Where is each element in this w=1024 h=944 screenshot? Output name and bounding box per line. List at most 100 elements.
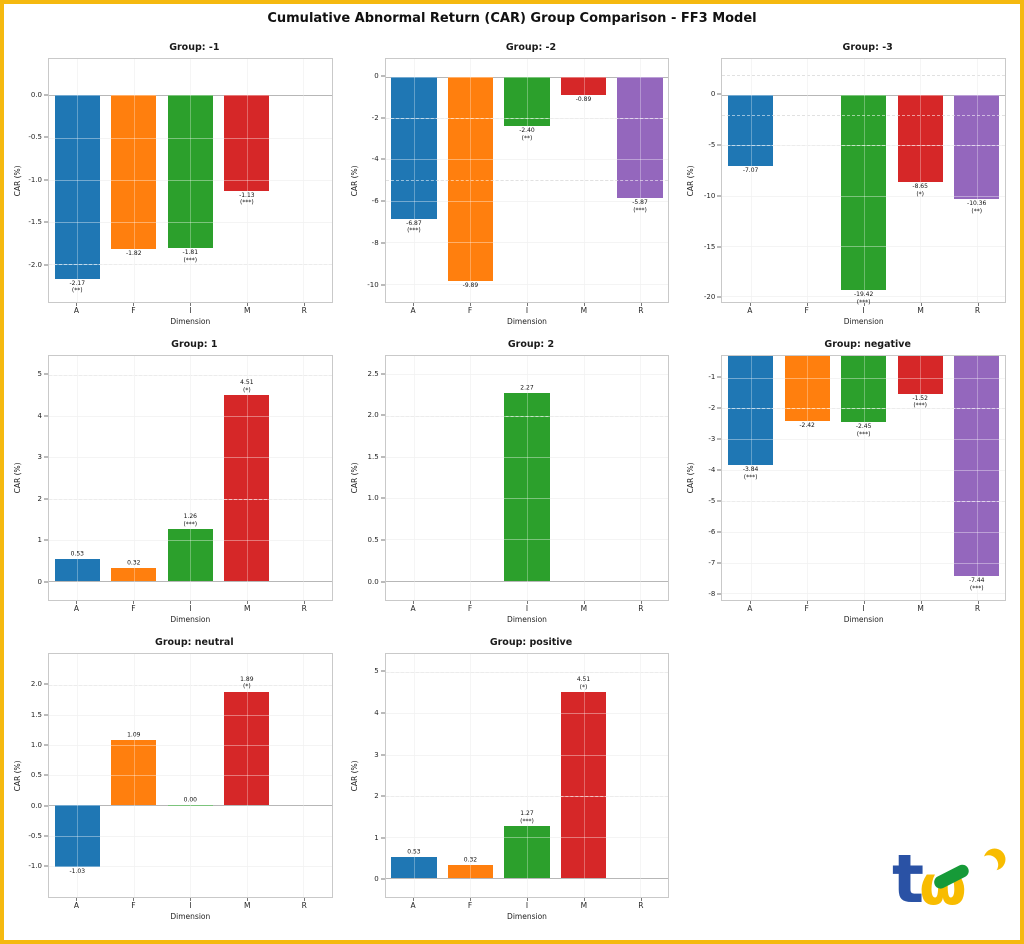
bar-I xyxy=(167,95,213,249)
y-tick-label: -1.0 xyxy=(28,862,42,871)
y-tick-label: 2.5 xyxy=(367,369,379,378)
bar-R xyxy=(617,76,663,199)
y-tick-mark xyxy=(44,456,48,458)
y-tick-mark xyxy=(44,865,48,867)
y-tick-mark xyxy=(44,805,48,807)
gridline-v xyxy=(640,653,642,897)
x-tick-label: F xyxy=(131,306,136,316)
y-tick-label: 2.0 xyxy=(30,680,42,689)
subplot-group-2: Group: 2 CAR (%) 2.5 2.0 1.5 1.0 0.5 0.0 2.27… xyxy=(349,331,678,626)
bar-value-label: -3.84 (***) xyxy=(742,466,759,481)
x-tick-mark xyxy=(863,303,865,307)
y-tick-mark xyxy=(44,835,48,837)
bar-M xyxy=(897,356,943,394)
gridline-h xyxy=(49,684,332,686)
plot-area: 0.53 0.32 1.27 (***) 4.51 (*) xyxy=(384,652,670,898)
y-tick-mark xyxy=(717,296,722,298)
bar-value-label: -2.40 (**) xyxy=(519,127,535,142)
y-tick-label: -1 xyxy=(708,372,716,381)
x-tick-mark xyxy=(749,303,751,307)
gridline-v xyxy=(303,653,305,897)
x-tick-label: A xyxy=(410,901,416,910)
y-tick-label: 0 xyxy=(710,90,716,99)
bar-M xyxy=(897,95,943,183)
y-axis-ticks: 2.5 2.0 1.5 1.0 0.5 0.0 xyxy=(360,355,385,600)
bar-value-label: -2.45 (***) xyxy=(855,423,872,438)
y-tick-label: 0 xyxy=(374,71,379,80)
gridline-v xyxy=(133,356,135,600)
figure-title: Cumulative Abnormal Return (CAR) Group C… xyxy=(267,11,757,26)
gridline-v xyxy=(303,356,305,600)
y-tick-mark xyxy=(717,376,722,378)
gridline-h xyxy=(49,457,332,459)
y-tick-label: 0.0 xyxy=(30,801,42,810)
subplot-title: Group: -1 xyxy=(169,42,220,53)
reference-line xyxy=(722,75,1005,77)
gridline-h xyxy=(49,775,332,777)
x-axis-label: Dimension xyxy=(507,912,547,921)
y-tick-label: -5 xyxy=(708,141,716,150)
x-tick-label: R xyxy=(638,603,644,613)
x-tick-mark xyxy=(247,898,249,901)
bar-R xyxy=(954,95,1000,200)
x-tick-label: F xyxy=(467,306,473,316)
x-tick-mark xyxy=(526,898,528,901)
x-tick-label: F xyxy=(131,901,136,910)
x-tick-label: M xyxy=(244,901,251,910)
bar-value-label: -1.03 xyxy=(69,868,86,876)
gridline-h xyxy=(49,715,332,717)
y-axis-label: CAR (%) xyxy=(13,165,22,197)
y-tick-label: 5 xyxy=(37,370,42,379)
y-tick-label: 0.5 xyxy=(367,535,379,544)
x-tick-mark xyxy=(977,600,979,604)
x-tick-label: A xyxy=(747,603,753,613)
y-axis-label: CAR (%) xyxy=(13,759,22,791)
subplot-title: Group: -2 xyxy=(505,42,557,53)
gridline-h xyxy=(385,713,669,715)
reference-line xyxy=(385,672,669,674)
y-tick-mark xyxy=(44,373,48,375)
subplot-grid: Group: -1 CAR (%) 0.0 -0.5 -1.0 -1.5 -2.0 -2… xyxy=(4,34,1020,930)
x-tick-mark xyxy=(470,898,472,901)
gridline-h xyxy=(49,745,332,747)
y-tick-mark xyxy=(380,242,385,244)
svg-text:t: t xyxy=(892,840,924,918)
y-tick-label: -10 xyxy=(367,280,379,289)
bar-value-label: -1.82 xyxy=(126,250,142,258)
y-tick-mark xyxy=(44,264,48,266)
y-tick-mark xyxy=(44,581,48,583)
y-tick-label: -8 xyxy=(371,238,379,247)
x-tick-label: A xyxy=(747,306,753,316)
y-tick-mark xyxy=(44,774,48,776)
x-tick-mark xyxy=(583,303,585,307)
gridline-h xyxy=(722,296,1005,298)
subplot-title: Group: -3 xyxy=(842,42,893,53)
bar-value-label: 0.32 xyxy=(463,856,478,864)
x-tick-mark xyxy=(190,600,192,604)
plot-area: -2.17 (**) -1.82 -1.81 (***) -1.13 (***) xyxy=(48,58,333,304)
gridline-v xyxy=(583,59,585,303)
x-tick-mark xyxy=(863,600,865,604)
y-tick-mark xyxy=(380,200,385,202)
x-tick-label: M xyxy=(244,306,251,316)
bar-M xyxy=(224,95,270,191)
reference-line xyxy=(49,684,332,686)
y-axis-ticks: 5 4 3 2 1 0 xyxy=(360,653,385,898)
y-tick-label: -6 xyxy=(708,528,716,537)
y-tick-mark xyxy=(44,714,48,716)
y-axis-label: CAR (%) xyxy=(686,462,696,494)
x-tick-label: A xyxy=(73,306,80,316)
bar-F xyxy=(784,356,830,422)
bar-value-label: 1.26 (***) xyxy=(183,513,198,528)
bar-F xyxy=(111,95,157,250)
x-tick-label: M xyxy=(917,306,924,316)
bar-A xyxy=(54,559,100,582)
gridline-v xyxy=(413,356,415,600)
gridline-h xyxy=(722,593,1005,595)
bar-M xyxy=(224,691,270,806)
zero-line xyxy=(49,581,332,583)
zero-line xyxy=(385,580,669,582)
y-tick-label: -6 xyxy=(371,197,379,206)
bar-F xyxy=(447,865,494,879)
